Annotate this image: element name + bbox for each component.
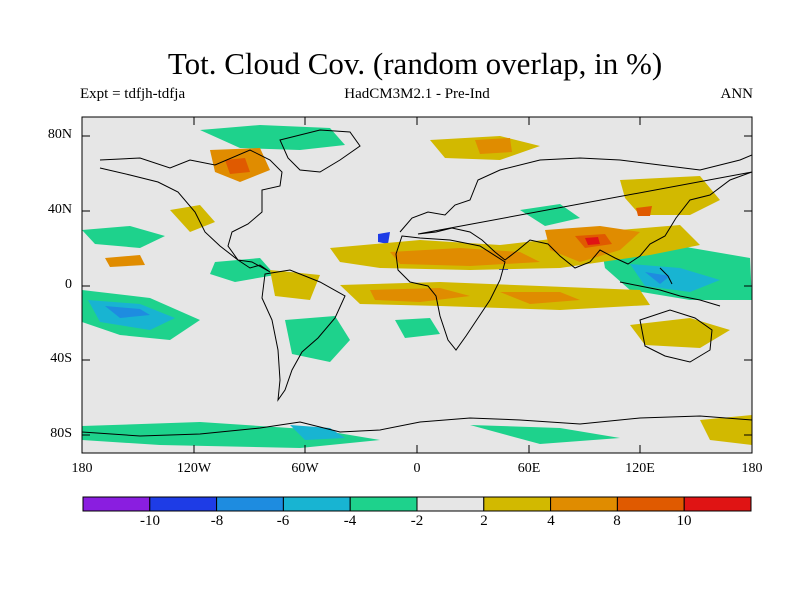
x-tick-label: 120W bbox=[176, 461, 212, 476]
colorbar-label: -2 bbox=[410, 513, 424, 529]
anomaly-field bbox=[82, 125, 752, 448]
colorbar-label: -10 bbox=[140, 513, 160, 529]
colorbar-swatch bbox=[349, 496, 418, 512]
x-tick-label: 60E bbox=[517, 461, 541, 476]
anomaly-region bbox=[105, 255, 145, 267]
anomaly-region bbox=[390, 248, 540, 266]
x-tick-label: 60W bbox=[291, 461, 319, 476]
colorbar-swatch bbox=[216, 496, 284, 512]
coastlines bbox=[82, 129, 752, 437]
coastline-maritime-asia bbox=[619, 267, 721, 307]
colorbar-swatch bbox=[282, 496, 351, 512]
colorbar-swatch bbox=[483, 496, 552, 512]
colorbar-label: 8 bbox=[613, 513, 621, 529]
anomaly-region bbox=[585, 237, 600, 245]
anomaly-region bbox=[290, 425, 345, 440]
anomaly-region bbox=[520, 204, 580, 226]
anomaly-region bbox=[500, 292, 580, 304]
colorbar-swatch bbox=[416, 496, 485, 512]
colorbar bbox=[82, 496, 752, 512]
coastline-antarctica bbox=[82, 415, 752, 437]
colorbar-label: -4 bbox=[343, 513, 357, 529]
anomaly-region bbox=[475, 138, 512, 154]
colorbar-label: 2 bbox=[480, 513, 488, 529]
colorbar-swatch bbox=[550, 496, 618, 512]
x-tick-label: 180 bbox=[741, 461, 763, 476]
anomaly-region bbox=[105, 306, 150, 318]
colorbar-label: -8 bbox=[210, 513, 224, 529]
y-tick-label: 40N bbox=[47, 202, 72, 217]
season-label: ANN bbox=[720, 86, 754, 102]
anomaly-region bbox=[210, 258, 275, 282]
y-tick-label: 0 bbox=[65, 277, 72, 292]
map-title: Tot. Cloud Cov. (random overlap, in %) bbox=[167, 46, 663, 81]
x-tick-label: 0 bbox=[413, 461, 421, 476]
anomaly-region bbox=[630, 264, 720, 292]
model-label: HadCM3M2.1 - Pre-Ind bbox=[344, 86, 490, 102]
coastline-greenland bbox=[279, 129, 361, 173]
colorbar-label: -6 bbox=[276, 513, 290, 529]
anomaly-region bbox=[645, 272, 670, 284]
colorbar-swatch bbox=[82, 496, 151, 512]
colorbar-label: 10 bbox=[676, 513, 692, 529]
colorbar-swatch bbox=[616, 496, 685, 512]
anomaly-region bbox=[700, 415, 752, 445]
anomaly-region bbox=[620, 176, 720, 215]
coastline-eurasia bbox=[399, 154, 752, 269]
coastline-north-america bbox=[99, 149, 283, 273]
anomaly-region bbox=[470, 425, 620, 444]
colorbar-label: 4 bbox=[547, 513, 555, 529]
x-tick-label: 120E bbox=[625, 461, 655, 476]
coastline-africa bbox=[395, 235, 506, 351]
colorbar-swatch bbox=[149, 496, 218, 512]
anomaly-region bbox=[636, 206, 652, 216]
anomaly-region bbox=[395, 318, 440, 338]
experiment-label: Expt = tdfjh-tdfja bbox=[80, 86, 186, 102]
map-ticks bbox=[82, 117, 752, 453]
y-tick-label: 80N bbox=[47, 127, 72, 142]
anomaly-region bbox=[200, 125, 345, 150]
anomaly-region bbox=[82, 422, 380, 448]
y-tick-label: 40S bbox=[50, 351, 72, 366]
anomaly-region bbox=[378, 232, 390, 244]
coastline-australia bbox=[639, 309, 713, 363]
y-tick-label: 80S bbox=[50, 426, 72, 441]
anomaly-region bbox=[225, 158, 250, 174]
x-tick-label: 180 bbox=[71, 461, 93, 476]
anomaly-region bbox=[370, 288, 470, 302]
colorbar-swatch bbox=[683, 496, 752, 512]
anomaly-region bbox=[82, 226, 165, 248]
anomaly-region bbox=[170, 205, 215, 232]
coastline-south-america bbox=[261, 269, 346, 402]
